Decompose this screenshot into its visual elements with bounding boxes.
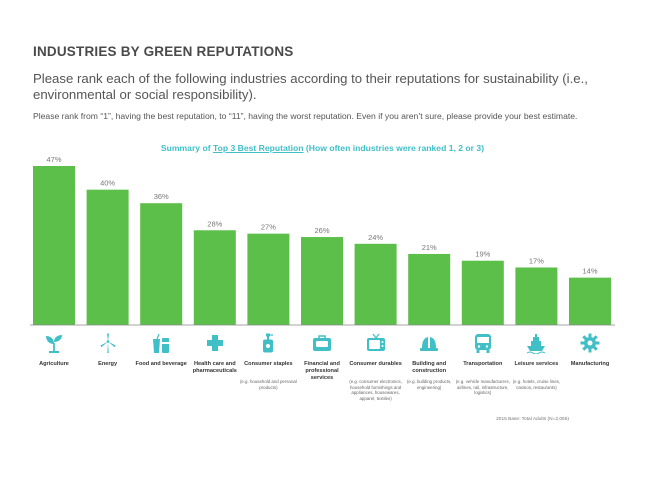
bar bbox=[354, 243, 397, 325]
food-beverage-icon bbox=[150, 332, 172, 354]
sample-basis-note: 2015 Base: Total Adults (N=2,055) bbox=[496, 417, 569, 422]
category-label: Leisure services bbox=[514, 361, 559, 367]
cruise-ship-icon bbox=[525, 332, 547, 355]
survey-question: Please rank each of the following indust… bbox=[33, 71, 588, 102]
category-label: Transportation bbox=[463, 361, 503, 367]
chart-title: Summary of Top 3 Best Reputation (How of… bbox=[0, 143, 645, 153]
bar bbox=[247, 233, 290, 325]
data-label: 17% bbox=[529, 256, 544, 265]
category-examples: (e.g. building products, engineering) bbox=[406, 379, 452, 390]
category-examples: (e.g. consumer electronics, household fu… bbox=[349, 379, 402, 401]
category-examples: (e.g. vehicle manufacturers, airlines, r… bbox=[455, 379, 510, 396]
data-label: 19% bbox=[475, 250, 490, 259]
bar bbox=[86, 189, 129, 325]
data-label: 21% bbox=[422, 243, 437, 252]
category-label: Financial and professional services bbox=[304, 361, 340, 381]
category-label: Energy bbox=[98, 361, 118, 367]
category-label: Consumer durables bbox=[349, 361, 402, 367]
bar bbox=[461, 260, 504, 325]
data-label: 27% bbox=[261, 223, 276, 232]
category-label: Building and construction bbox=[412, 361, 447, 374]
survey-instructions: Please rank from “1”, having the best re… bbox=[33, 111, 578, 121]
medical-cross-icon bbox=[204, 332, 226, 354]
category-label: Agriculture bbox=[39, 361, 69, 367]
briefcase-icon bbox=[311, 332, 333, 354]
bar bbox=[193, 230, 236, 325]
bar bbox=[569, 277, 611, 325]
category-examples: (e.g. household and personal products) bbox=[239, 379, 297, 390]
bar bbox=[408, 253, 451, 325]
sprout-icon bbox=[43, 332, 65, 354]
chart-heading: INDUSTRIES BY GREEN REPUTATIONS bbox=[33, 44, 294, 59]
data-label: 26% bbox=[314, 226, 329, 235]
data-label: 14% bbox=[582, 267, 597, 276]
data-label: 28% bbox=[207, 219, 222, 228]
wind-turbine-icon bbox=[97, 332, 119, 354]
category-label: Manufacturing bbox=[570, 361, 610, 367]
bar bbox=[301, 237, 343, 325]
data-label: 40% bbox=[100, 179, 115, 188]
bar bbox=[140, 203, 183, 325]
category-label: Food and beverage bbox=[135, 361, 187, 367]
chart-title-suffix: (How often industries were ranked 1, 2 o… bbox=[303, 143, 485, 153]
chart-title-prefix: Summary of bbox=[160, 143, 213, 153]
gear-icon bbox=[579, 332, 601, 354]
category-label: Consumer staples bbox=[244, 361, 293, 367]
bar bbox=[33, 166, 75, 325]
television-icon bbox=[365, 332, 387, 354]
category-examples: (e.g. hotels, cruise lines, casinos, res… bbox=[512, 379, 561, 390]
data-label: 47% bbox=[46, 155, 61, 164]
data-label: 24% bbox=[368, 233, 383, 242]
data-label: 36% bbox=[154, 192, 169, 201]
bottle-icon bbox=[257, 332, 279, 354]
hard-hat-icon bbox=[418, 332, 440, 354]
chart-title-underlined: Top 3 Best Reputation bbox=[212, 143, 304, 153]
bus-icon bbox=[472, 332, 494, 354]
bar bbox=[515, 267, 558, 325]
category-label: Health care and pharmaceuticals bbox=[192, 361, 237, 374]
